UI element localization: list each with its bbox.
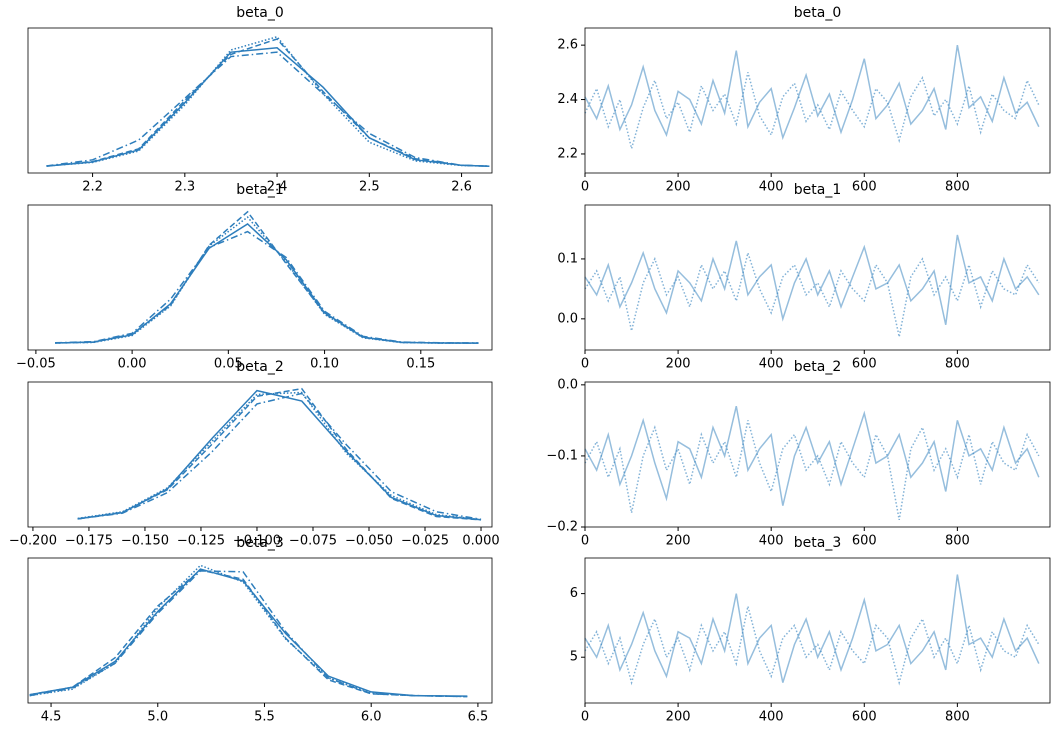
x-tick-label: 200 <box>666 180 691 195</box>
y-tick-label: 2.6 <box>557 38 578 53</box>
axes-frame <box>27 557 493 704</box>
chart-title: beta_0 <box>794 5 841 21</box>
x-tick-label: 2.5 <box>359 180 380 195</box>
x-tick-label: −0.100 <box>233 534 281 549</box>
x-tick-label: 800 <box>945 534 970 549</box>
y-tick-label: 2.2 <box>557 146 578 161</box>
x-tick-label: 5.0 <box>147 710 168 725</box>
y-tick-label: 5 <box>570 650 578 665</box>
x-tick-label: 2.6 <box>451 180 472 195</box>
x-tick-label: 0.00 <box>118 357 147 372</box>
series-line <box>77 392 482 521</box>
axes-frame <box>584 557 1051 704</box>
axes-frame <box>584 27 1051 174</box>
x-tick-label: −0.200 <box>9 534 57 549</box>
chart-title: beta_2 <box>236 359 283 375</box>
series-line <box>584 420 1040 521</box>
x-tick-label: −0.05 <box>16 357 56 372</box>
x-tick-label: 6.0 <box>361 710 382 725</box>
series-line <box>584 606 1040 686</box>
x-tick-label: 600 <box>852 357 877 372</box>
series-line <box>46 46 490 167</box>
x-tick-label: 0 <box>581 534 589 549</box>
series-line <box>77 389 482 521</box>
x-tick-label: 400 <box>759 710 784 725</box>
x-tick-label: 0.000 <box>462 534 499 549</box>
x-tick-label: 400 <box>759 357 784 372</box>
axes-frame <box>27 381 493 528</box>
series-line <box>584 72 1040 152</box>
x-tick-label: 0.05 <box>214 357 243 372</box>
series-line <box>584 234 1040 325</box>
series-line <box>55 216 479 344</box>
y-tick-label: −0.2 <box>546 520 578 535</box>
series-line <box>55 210 479 344</box>
x-tick-label: 600 <box>852 534 877 549</box>
x-tick-label: 400 <box>759 180 784 195</box>
x-tick-label: 0.15 <box>406 357 435 372</box>
x-tick-label: −0.025 <box>401 534 449 549</box>
x-tick-label: 5.5 <box>254 710 275 725</box>
series-line <box>55 223 479 344</box>
y-tick-label: 0.0 <box>557 377 578 392</box>
x-tick-label: −0.075 <box>289 534 337 549</box>
x-tick-label: 200 <box>666 710 691 725</box>
x-tick-label: 2.2 <box>82 180 103 195</box>
series-line <box>77 391 482 521</box>
x-tick-label: 0 <box>581 180 589 195</box>
series-line <box>55 230 479 344</box>
x-tick-label: −0.175 <box>65 534 113 549</box>
x-tick-label: 0 <box>581 357 589 372</box>
series-line <box>29 570 468 698</box>
x-tick-label: −0.150 <box>121 534 169 549</box>
x-tick-label: 2.4 <box>267 180 288 195</box>
chart-title: beta_1 <box>236 182 283 198</box>
axes-frame <box>27 27 493 174</box>
x-tick-label: 800 <box>945 357 970 372</box>
x-tick-label: 200 <box>666 534 691 549</box>
x-tick-label: 200 <box>666 357 691 372</box>
chart-title: beta_3 <box>236 535 283 551</box>
x-tick-label: −0.050 <box>345 534 393 549</box>
series-line <box>29 568 468 697</box>
series-line <box>29 569 468 698</box>
x-tick-label: 800 <box>945 710 970 725</box>
series-line <box>584 405 1040 506</box>
x-tick-label: 6.5 <box>468 710 489 725</box>
chart-title: beta_1 <box>794 182 841 198</box>
axes-frame <box>584 204 1051 351</box>
y-tick-label: 0.1 <box>557 251 578 266</box>
series-line <box>46 35 490 167</box>
axes-frame <box>27 204 493 351</box>
x-tick-label: −0.125 <box>177 534 225 549</box>
series-line <box>584 574 1040 683</box>
x-tick-label: 0.10 <box>310 357 339 372</box>
x-tick-label: 4.5 <box>41 710 62 725</box>
axes-frame <box>584 381 1051 528</box>
chart-title: beta_0 <box>236 5 283 21</box>
y-tick-label: −0.1 <box>546 448 578 463</box>
series-line <box>77 387 482 521</box>
y-tick-label: 0.0 <box>557 311 578 326</box>
chart-title: beta_2 <box>794 359 841 375</box>
y-tick-label: 2.4 <box>557 92 578 107</box>
series-line <box>584 250 1040 337</box>
series-line <box>29 564 468 698</box>
chart-title: beta_3 <box>794 535 841 551</box>
x-tick-label: 0 <box>581 710 589 725</box>
series-line <box>46 51 490 167</box>
x-tick-label: 800 <box>945 180 970 195</box>
x-tick-label: 600 <box>852 710 877 725</box>
y-tick-label: 6 <box>570 586 578 601</box>
x-tick-label: 600 <box>852 180 877 195</box>
series-line <box>46 38 490 167</box>
series-line <box>584 45 1040 141</box>
x-tick-label: 2.3 <box>174 180 195 195</box>
x-tick-label: 400 <box>759 534 784 549</box>
